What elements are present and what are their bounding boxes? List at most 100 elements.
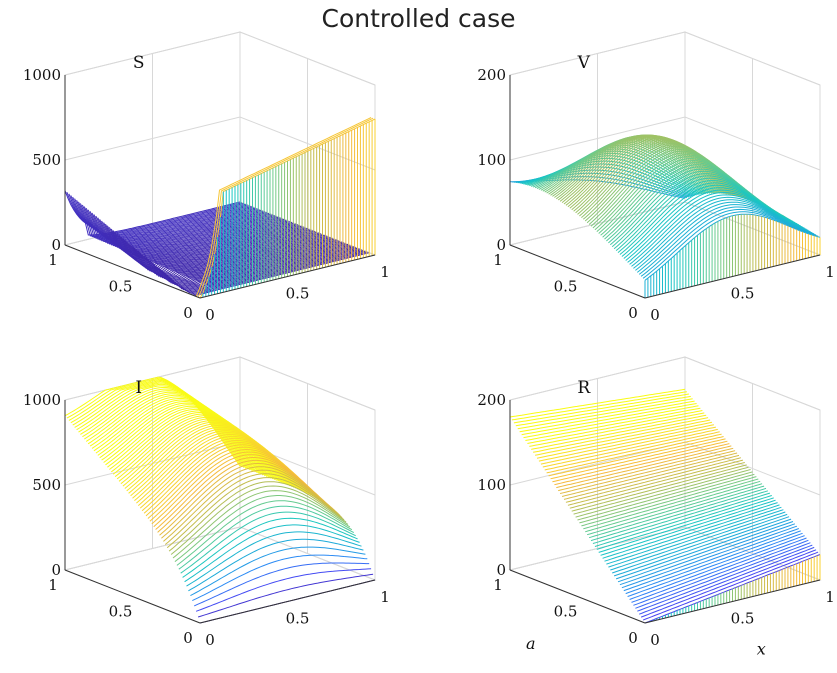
mesh-line [162, 240, 339, 283]
mesh-line [644, 213, 821, 281]
mesh-line [640, 208, 817, 277]
mesh-line [133, 228, 310, 270]
mesh-line [586, 483, 763, 536]
mesh-line [178, 246, 354, 290]
z-tick-label: 200 [477, 391, 506, 409]
mesh-line [642, 551, 819, 621]
mesh-line [559, 450, 736, 494]
a-tick-label: 1 [48, 251, 58, 269]
mesh-line [186, 249, 362, 293]
mesh-line [511, 391, 687, 421]
mesh-line [184, 524, 360, 583]
mesh-line [638, 206, 815, 275]
mesh-line [192, 554, 368, 602]
mesh-line [186, 531, 362, 587]
z-tick-label: 500 [32, 476, 61, 494]
mesh-line [118, 222, 295, 260]
mesh-line [160, 239, 337, 282]
mesh-line [629, 194, 805, 265]
mesh-line [174, 495, 351, 562]
mesh-line [565, 457, 742, 503]
z-tick-label: 100 [477, 476, 506, 494]
mesh-line [122, 224, 299, 263]
mesh-line [176, 500, 353, 566]
x-axis [199, 579, 376, 624]
z-gridline [64, 31, 376, 86]
mesh-line [639, 546, 815, 615]
mesh-line [588, 485, 765, 539]
z-tick-label: 0 [496, 236, 506, 254]
mesh-line [68, 193, 245, 238]
x-tick-label: 0.5 [731, 285, 755, 303]
mesh-line [188, 538, 364, 592]
z-tick-label: 1000 [23, 66, 61, 84]
z-tick-label: 200 [477, 66, 506, 84]
a-tick-label: 0 [628, 629, 638, 647]
mesh-line [527, 152, 703, 195]
mesh-line [509, 388, 686, 418]
mesh-line [536, 421, 713, 459]
mesh-line [544, 431, 720, 471]
mesh-line [139, 231, 316, 273]
x-axis [199, 254, 376, 299]
mesh-line [157, 459, 333, 533]
z-tick-label: 0 [496, 561, 506, 579]
mesh-line [604, 504, 780, 562]
mesh-line [573, 466, 749, 515]
mesh-line [159, 463, 335, 536]
mesh-line [66, 192, 243, 237]
mesh-line [164, 473, 341, 545]
mesh-line [517, 398, 693, 430]
panel-title: S [133, 53, 145, 73]
mesh-line [558, 447, 734, 492]
mesh-line [585, 480, 761, 533]
mesh-line [180, 511, 356, 574]
mesh-line [180, 246, 356, 291]
mesh-line [606, 506, 782, 565]
mesh-line [66, 377, 243, 468]
mesh-line [629, 535, 805, 600]
mesh-line [623, 528, 799, 592]
mesh-line [613, 516, 790, 577]
mesh-line [631, 196, 807, 267]
x-axis [644, 254, 821, 299]
mesh-line [72, 380, 249, 470]
z-gridline [509, 356, 821, 411]
mesh-line [552, 440, 728, 483]
mesh-line [534, 419, 711, 456]
mesh-line [64, 190, 241, 236]
z-tick-label: 0 [51, 236, 61, 254]
mesh-line [579, 473, 755, 524]
a-axis [64, 244, 201, 299]
mesh-line [130, 227, 306, 268]
mesh-line [68, 378, 245, 468]
mesh-line [615, 518, 792, 580]
mesh-line [635, 201, 811, 271]
mesh-line [625, 530, 801, 595]
mesh-line [166, 477, 343, 549]
mesh-line [577, 471, 753, 521]
mesh-line [538, 424, 715, 462]
mesh-line [107, 408, 283, 484]
mesh-line [534, 144, 711, 194]
mesh-line [642, 211, 819, 279]
x-tick-label: 0 [650, 306, 660, 324]
x-tick-label: 0 [205, 631, 215, 649]
z-gridline [509, 31, 821, 86]
mesh-line [635, 542, 811, 609]
mesh-line [600, 499, 776, 556]
mesh-line [170, 485, 347, 555]
mesh-line [633, 539, 809, 606]
mesh-line [590, 487, 767, 542]
mesh-line [135, 229, 312, 271]
figure-title: Controlled case [321, 4, 516, 33]
x-tick-label: 1 [380, 588, 390, 606]
mesh-line [193, 562, 370, 607]
mesh-line [546, 433, 722, 474]
mesh-line [97, 400, 274, 480]
mesh-line [598, 497, 774, 553]
mesh-line [602, 502, 778, 559]
mesh-line [114, 415, 291, 487]
